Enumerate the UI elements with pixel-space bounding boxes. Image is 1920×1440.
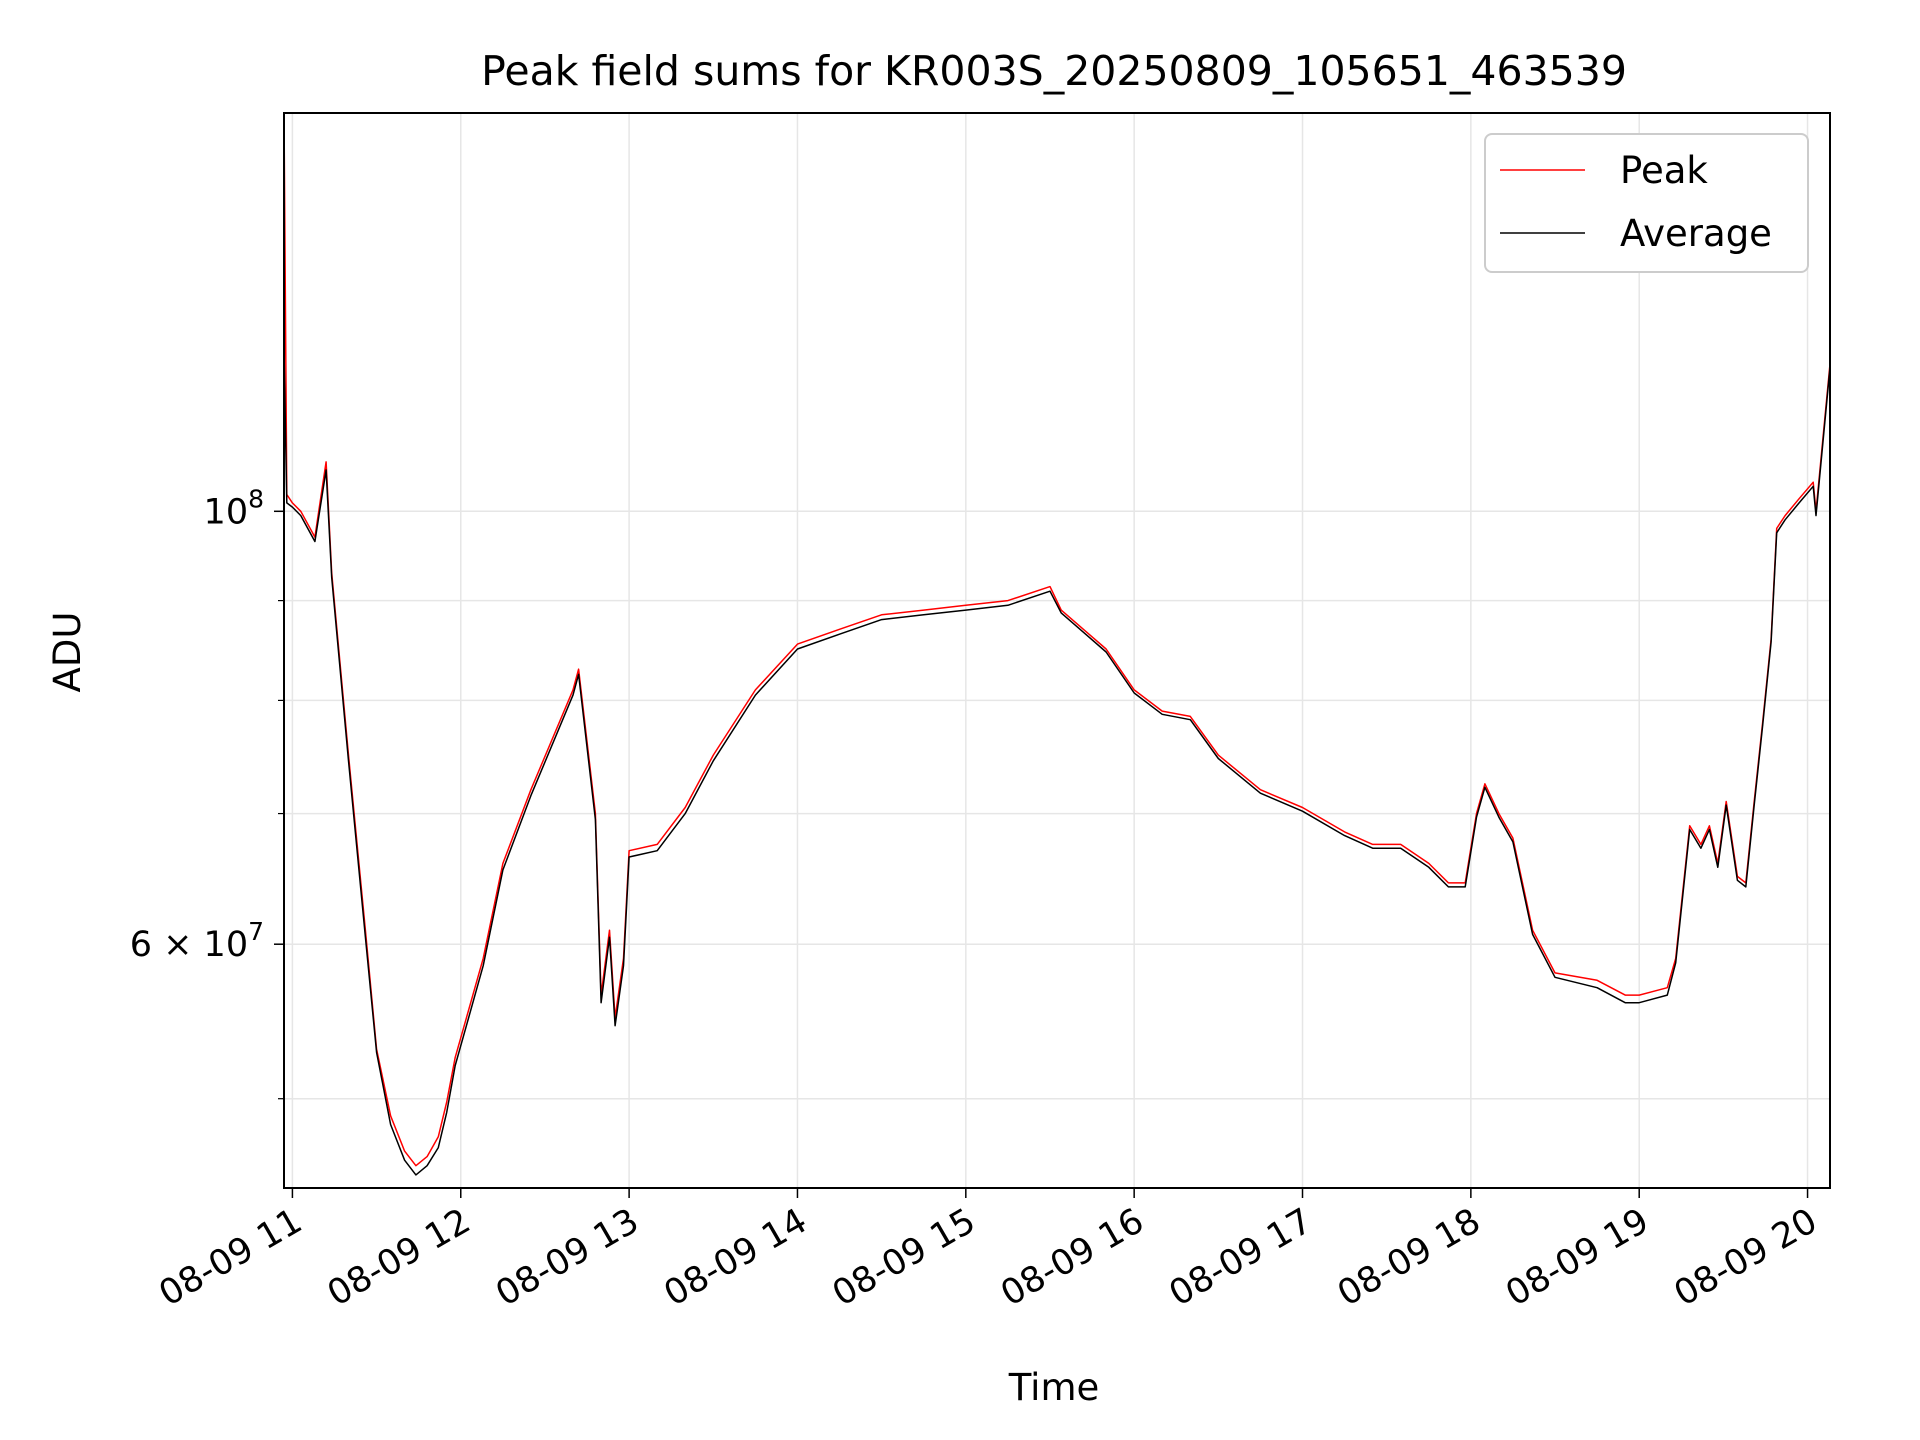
series-line-peak [283,112,1831,1167]
y-tick-label-exponent: 7 [248,917,264,946]
chart-title: Peak field sums for KR003S_20250809_1056… [481,47,1627,95]
y-tick-label-base: 10 [204,492,249,532]
plot-frame [283,112,1831,1189]
legend-label-peak: Peak [1620,149,1708,192]
legend: Peak Average [1484,133,1809,273]
legend-box [1484,133,1809,273]
y-tick-label: 6 × 107 [130,917,264,965]
y-axis-label: ADU [46,612,89,693]
series-line-average [283,349,1831,1176]
y-tick-label-exponent: 8 [248,484,264,513]
y-tick-label: 108 [204,484,264,532]
series-layer [283,112,1831,1176]
y-tick-label-base: 6 × 10 [130,925,248,965]
x-axis-label: Time [1008,1366,1100,1409]
legend-label-average: Average [1620,212,1772,255]
